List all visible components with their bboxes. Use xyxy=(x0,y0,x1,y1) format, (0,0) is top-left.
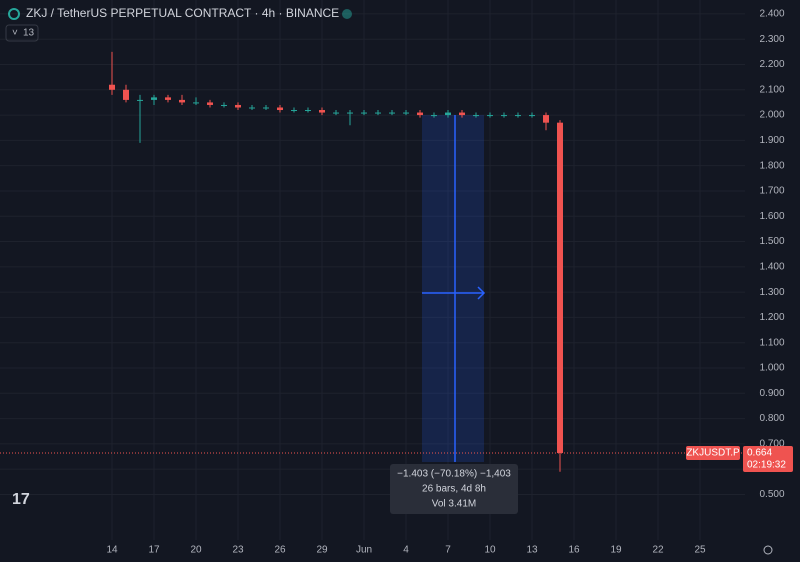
candle-body xyxy=(249,107,255,109)
candle-body xyxy=(431,115,437,117)
candle-body xyxy=(543,115,549,123)
measure-box xyxy=(390,464,518,514)
y-tick-label: 2.100 xyxy=(759,84,784,95)
status-dot xyxy=(342,9,352,19)
y-tick-label: 2.400 xyxy=(759,9,784,20)
tv-logo[interactable]: 17 xyxy=(12,491,30,508)
candle-body xyxy=(123,89,129,100)
candle-body xyxy=(277,107,283,111)
x-tick-label: Jun xyxy=(356,545,372,556)
measure-volume: Vol 3.41M xyxy=(432,499,476,510)
y-tick-label: 1.100 xyxy=(759,337,784,348)
y-tick-label: 1.000 xyxy=(759,363,784,374)
candle-body xyxy=(445,112,451,116)
y-tick-label: 1.400 xyxy=(759,261,784,272)
symbol-title[interactable]: ZKJ / TetherUS PERPETUAL CONTRACT · 4h ·… xyxy=(26,6,339,20)
candle-body xyxy=(193,102,199,104)
measure-bars: 26 bars, 4d 8h xyxy=(422,484,486,495)
candle-body xyxy=(557,122,563,453)
y-tick-label: 0.500 xyxy=(759,489,784,500)
chevron: ˅ xyxy=(12,28,18,39)
candle-body xyxy=(137,99,143,101)
x-tick-label: 14 xyxy=(106,545,118,556)
candle-body xyxy=(165,97,171,100)
candle-body xyxy=(389,112,395,114)
candle-body xyxy=(305,110,311,112)
price-tag-label: 0.664 xyxy=(747,448,772,459)
y-tick-label: 2.300 xyxy=(759,34,784,45)
candle-body xyxy=(361,112,367,114)
settings-icon[interactable] xyxy=(763,545,773,555)
indicator-count[interactable]: 13 xyxy=(23,28,35,39)
y-tick-label: 1.600 xyxy=(759,211,784,222)
y-tick-label: 1.700 xyxy=(759,186,784,197)
x-tick-label: 16 xyxy=(568,545,580,556)
candles xyxy=(109,51,563,472)
candle-body xyxy=(403,112,409,114)
symbol-tag xyxy=(686,445,740,460)
y-tick-label: 2.200 xyxy=(759,59,784,70)
x-tick-label: 17 xyxy=(148,545,160,556)
candle-body xyxy=(473,115,479,117)
x-tick-label: 10 xyxy=(484,545,496,556)
candle-body xyxy=(515,115,521,117)
candle-body xyxy=(529,115,535,117)
candle-body xyxy=(487,115,493,117)
x-tick-label: 25 xyxy=(694,545,706,556)
y-tick-label: 0.700 xyxy=(759,439,784,450)
measure-range xyxy=(422,115,484,462)
candle-body xyxy=(151,97,157,100)
candle-body xyxy=(179,99,185,103)
x-tick-label: 20 xyxy=(190,545,202,556)
price-tag xyxy=(743,445,793,472)
symbol-icon xyxy=(8,8,20,20)
countdown: 02:19:32 xyxy=(747,460,786,471)
candle-body xyxy=(263,107,269,109)
symbol-tag-label: ZKJUSDT.P xyxy=(686,448,740,459)
x-tick-label: 4 xyxy=(403,545,409,556)
y-tick-label: 1.900 xyxy=(759,135,784,146)
x-tick-label: 13 xyxy=(526,545,538,556)
candle-body xyxy=(459,112,465,116)
y-tick-label: 2.000 xyxy=(759,110,784,121)
candle-body xyxy=(291,110,297,112)
x-tick-label: 22 xyxy=(652,545,664,556)
candle-body xyxy=(333,112,339,114)
y-tick-label: 0.900 xyxy=(759,388,784,399)
candle-body xyxy=(109,84,115,90)
measure-arrow-head xyxy=(477,286,486,300)
measure-change: −1.403 (−70.18%) −1,403 xyxy=(397,469,511,480)
candle-body xyxy=(347,112,353,114)
x-tick-label: 19 xyxy=(610,545,622,556)
y-tick-label: 1.300 xyxy=(759,287,784,298)
y-tick-label: 1.800 xyxy=(759,160,784,171)
candle-body xyxy=(207,102,213,105)
x-tick-label: 7 xyxy=(445,545,451,556)
candle-body xyxy=(501,115,507,117)
y-tick-label: 0.800 xyxy=(759,413,784,424)
y-tick-label: 1.200 xyxy=(759,312,784,323)
candle-body xyxy=(221,104,227,106)
y-tick-label: 1.500 xyxy=(759,236,784,247)
candle-body xyxy=(235,104,241,108)
candle-body xyxy=(375,112,381,114)
x-tick-label: 29 xyxy=(316,545,328,556)
x-tick-label: 23 xyxy=(232,545,244,556)
x-tick-label: 26 xyxy=(274,545,286,556)
candle-body xyxy=(319,110,325,113)
indicator-toggle[interactable] xyxy=(5,24,39,42)
candle-body xyxy=(417,112,423,116)
